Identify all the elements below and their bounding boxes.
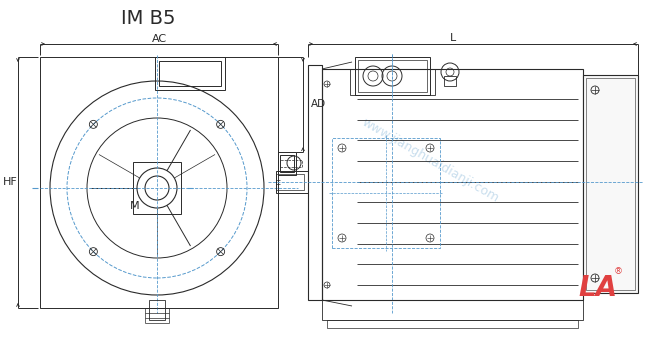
Text: AD: AD [311, 99, 326, 109]
Bar [149, 300, 165, 320]
Bar [278, 152, 296, 175]
Text: LA: LA [578, 274, 618, 302]
Bar [40, 57, 278, 308]
Bar [308, 65, 322, 300]
Bar [155, 57, 225, 90]
Text: M: M [130, 201, 140, 211]
Bar [583, 75, 638, 293]
Bar [586, 78, 635, 290]
Bar [280, 160, 302, 167]
Text: IM B5: IM B5 [121, 9, 176, 28]
Bar [332, 138, 440, 248]
Bar [159, 61, 221, 86]
Bar [444, 76, 456, 86]
Text: AC: AC [151, 34, 166, 44]
Bar [276, 174, 304, 190]
Bar [358, 60, 427, 92]
Bar [276, 171, 308, 193]
Text: HF: HF [3, 177, 18, 187]
Text: www.jianghuaidianji.com: www.jianghuaidianji.com [359, 115, 501, 205]
Bar [280, 155, 294, 172]
Bar [133, 162, 181, 214]
Bar [327, 320, 578, 328]
Bar [355, 57, 430, 95]
Text: ®: ® [614, 267, 623, 277]
Bar [322, 69, 583, 300]
Text: L: L [450, 33, 456, 43]
Bar [350, 69, 435, 95]
Bar [322, 300, 583, 320]
